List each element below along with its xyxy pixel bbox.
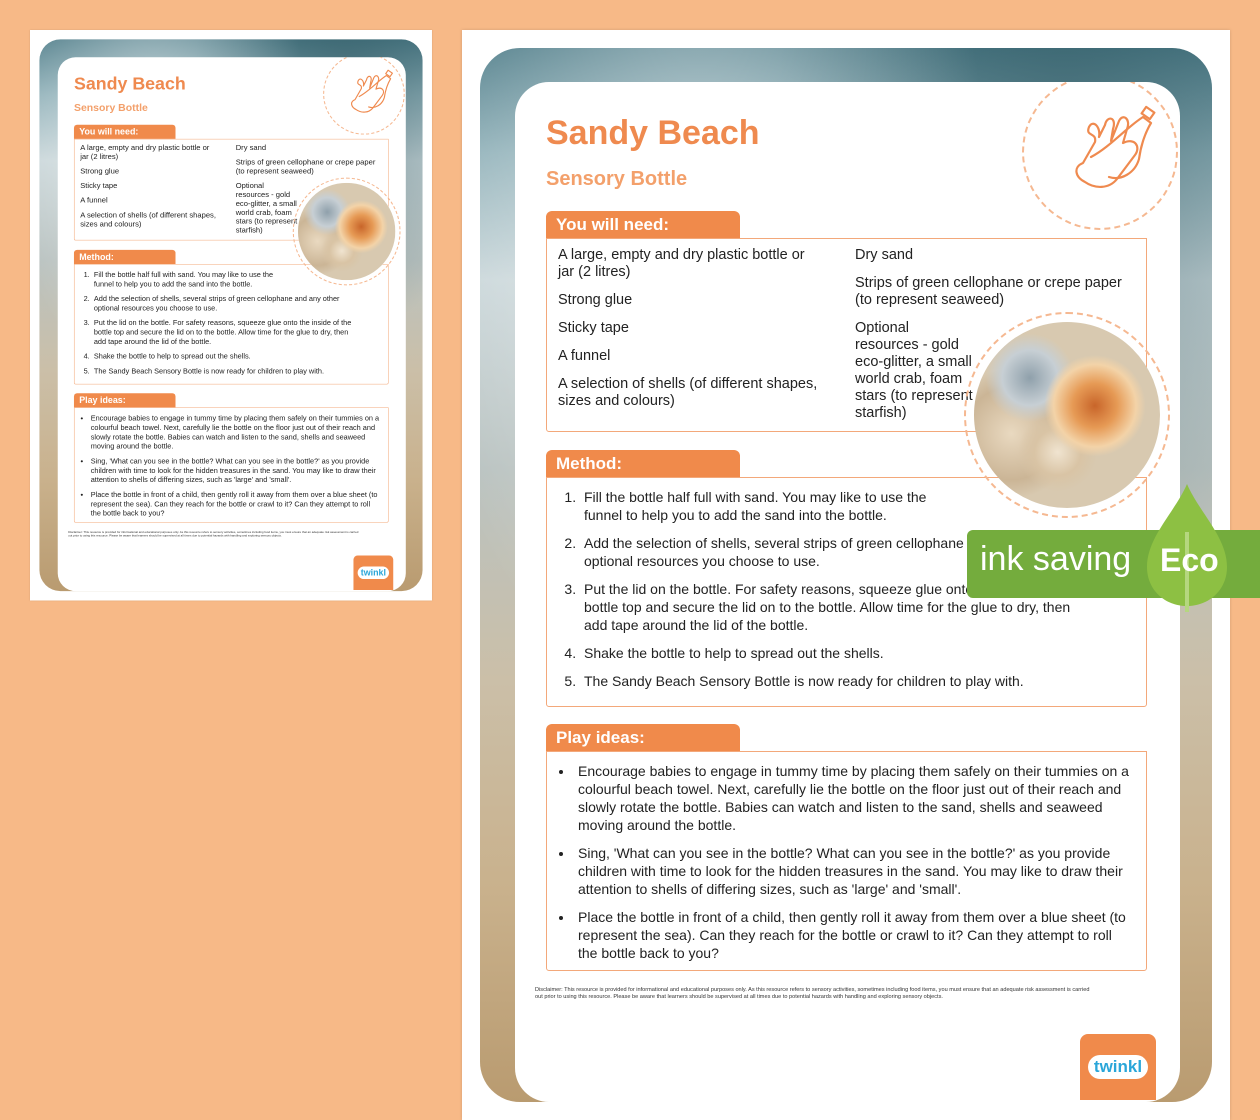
play-idea: Sing, 'What can you see in the bottle? W… <box>574 844 1132 898</box>
play-idea: Place the bottle in front of a child, th… <box>574 908 1132 962</box>
worksheet-page-preview-small: Sandy Beach Sensory Bottle You will need… <box>30 30 432 601</box>
material-item: A large, empty and dry plastic bottle or… <box>558 247 805 280</box>
icon-dashed-ring <box>323 57 405 135</box>
play-ideas-list: Encourage babies to engage in tummy time… <box>80 413 380 518</box>
play-ideas-list: Encourage babies to engage in tummy time… <box>558 762 1132 962</box>
worksheet-card: Sandy Beach Sensory Bottle You will need… <box>57 57 406 592</box>
method-step: Add the selection of shells, several str… <box>92 294 357 313</box>
material-item: Sticky tape <box>80 181 118 191</box>
materials-list-left: A large, empty and dry plastic bottle or… <box>558 247 818 421</box>
eco-label: Eco <box>1160 542 1219 578</box>
you-will-need-heading: You will need: <box>546 211 740 238</box>
play-idea: Place the bottle in front of a child, th… <box>89 490 381 518</box>
twinkl-logo: twinkl <box>353 555 394 591</box>
play-ideas-heading: Play ideas: <box>73 393 176 408</box>
shells-photo <box>297 182 396 281</box>
materials-list-left: A large, empty and dry plastic bottle or… <box>80 144 216 235</box>
method-step: Fill the bottle half full with sand. You… <box>580 488 1086 524</box>
method-step: Put the lid on the bottle. For safety re… <box>92 318 357 346</box>
method-step: The Sandy Beach Sensory Bottle is now re… <box>580 672 1086 690</box>
material-item: Optional resources - gold eco-glitter, a… <box>855 320 973 421</box>
material-item: Optional resources - gold eco-glitter, a… <box>235 181 298 235</box>
hand-holding-bottle-icon <box>1075 105 1156 188</box>
material-item: A large, empty and dry plastic bottle or… <box>80 143 210 161</box>
twinkl-logo-text: twinkl <box>1087 1055 1149 1079</box>
method-heading: Method: <box>73 249 176 264</box>
material-item: A selection of shells (of different shap… <box>80 211 216 229</box>
hand-holding-bottle-icon <box>351 69 393 113</box>
you-will-need-box: A large, empty and dry plastic bottle or… <box>73 138 389 241</box>
you-will-need-heading: You will need: <box>73 124 176 139</box>
method-steps: Fill the bottle half full with sand. You… <box>80 270 356 376</box>
play-idea: Encourage babies to engage in tummy time… <box>574 762 1132 834</box>
method-step: The Sandy Beach Sensory Bottle is now re… <box>92 366 357 375</box>
page-title: Sandy Beach <box>546 114 760 152</box>
material-item: Dry sand <box>855 247 914 263</box>
play-idea: Sing, 'What can you see in the bottle? W… <box>89 456 381 484</box>
photo-dashed-ring <box>292 177 401 286</box>
page-subtitle: Sensory Bottle <box>73 102 148 114</box>
page-subtitle: Sensory Bottle <box>546 168 688 190</box>
play-ideas-box: Encourage babies to engage in tummy time… <box>73 407 389 523</box>
method-step: Put the lid on the bottle. For safety re… <box>580 580 1086 634</box>
method-box: Fill the bottle half full with sand. You… <box>73 263 389 385</box>
method-step: Add the selection of shells, several str… <box>580 534 1086 570</box>
materials-list-right: Dry sand Strips of green cellophane or c… <box>855 247 1135 433</box>
materials-list-right: Dry sand Strips of green cellophane or c… <box>236 144 383 241</box>
material-item: Dry sand <box>235 143 267 152</box>
page-title: Sandy Beach <box>73 73 186 94</box>
twinkl-logo-text: twinkl <box>357 566 390 580</box>
method-heading: Method: <box>546 450 740 477</box>
icon-dashed-ring <box>1022 82 1178 230</box>
you-will-need-box: A large, empty and dry plastic bottle or… <box>546 238 1147 432</box>
play-ideas-heading: Play ideas: <box>546 724 740 751</box>
photo-dashed-ring <box>964 312 1170 518</box>
twinkl-logo: twinkl <box>1080 1034 1156 1100</box>
material-item: Strong glue <box>558 292 633 308</box>
material-item: Sticky tape <box>558 320 629 336</box>
method-step: Shake the bottle to help to spread out t… <box>580 644 1086 662</box>
material-item: A funnel <box>558 348 611 364</box>
play-ideas-box: Encourage babies to engage in tummy time… <box>546 751 1147 971</box>
eco-leaf-icon <box>1147 484 1227 612</box>
shells-photo <box>974 322 1160 508</box>
material-item: A funnel <box>80 196 108 205</box>
method-step: Shake the bottle to help to spread out t… <box>92 351 357 360</box>
disclaimer-text: Disclaimer: This resource is provided fo… <box>68 530 359 538</box>
material-item: Strong glue <box>80 167 120 176</box>
play-idea: Encourage babies to engage in tummy time… <box>89 413 381 451</box>
method-step: Fill the bottle half full with sand. You… <box>92 270 357 289</box>
ink-saving-label: ink saving <box>980 540 1132 578</box>
material-item: Strips of green cellophane or crepe pape… <box>855 275 1122 308</box>
material-item: Strips of green cellophane or crepe pape… <box>235 158 376 176</box>
material-item: A selection of shells (of different shap… <box>558 376 818 409</box>
disclaimer-text: Disclaimer: This resource is provided fo… <box>535 987 1090 1000</box>
